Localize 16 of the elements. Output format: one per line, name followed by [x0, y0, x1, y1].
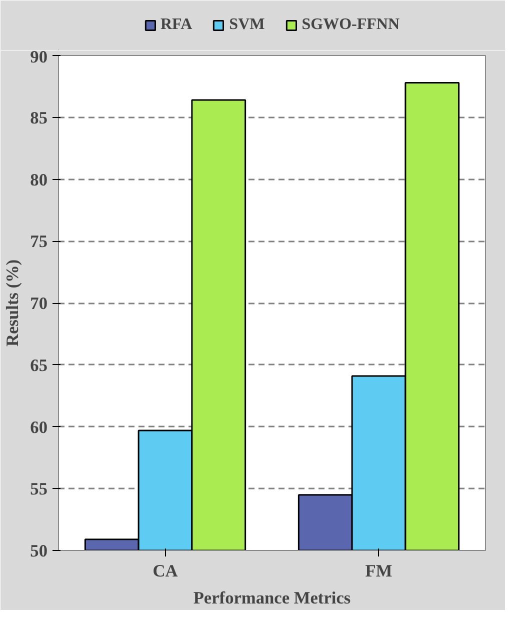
x-tick-label: CA — [152, 562, 178, 580]
y-tick-label: 75 — [30, 232, 48, 252]
x-axis-title: Performance Metrics — [193, 588, 351, 608]
y-tick-label: 90 — [30, 48, 48, 66]
y-tick-label: 50 — [30, 542, 48, 560]
legend-label: RFA — [160, 16, 192, 34]
y-tick-label: 85 — [30, 108, 48, 128]
y-tick-label: 60 — [30, 418, 48, 437]
legend-label: SVM — [229, 16, 265, 34]
legend-label: SGWO-FFNN — [302, 16, 400, 34]
y-tick-label: 80 — [30, 170, 48, 190]
y-tick-label: 55 — [30, 480, 48, 499]
y-tick-label: 65 — [30, 356, 48, 375]
y-axis-title: Results (%) — [3, 259, 22, 347]
y-tick-label: 70 — [30, 294, 48, 313]
x-tick-label: FM — [365, 562, 392, 580]
